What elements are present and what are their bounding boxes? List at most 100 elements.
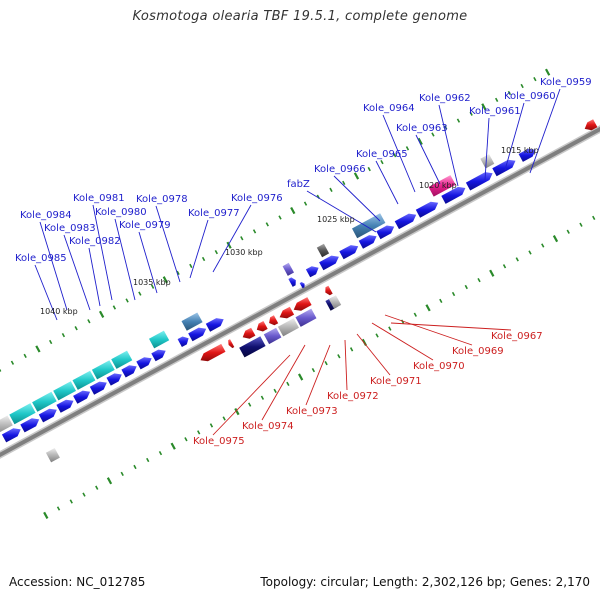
reverse-cds-arrow [242, 327, 256, 339]
forward-tick-mark [444, 125, 448, 130]
forward-tick-mark [533, 76, 537, 82]
reverse-gene-label: Kole_0970 [413, 361, 465, 372]
forward-cds-arrow [151, 349, 166, 362]
reverse-leader-line [261, 344, 306, 421]
reverse-gene-label: Kole_0975 [193, 436, 245, 447]
genome-backbone [0, 126, 600, 458]
forward-tick-mark [544, 68, 551, 76]
forward-leader-line [114, 218, 136, 301]
reverse-tick-mark [222, 416, 226, 421]
reverse-tick-mark [56, 506, 61, 511]
reverse-tick-mark [260, 395, 265, 400]
forward-cds-arrow [358, 235, 377, 249]
forward-leader-line [212, 204, 252, 273]
scale-label: 1035 kbp [133, 278, 171, 287]
forward-tick-mark [0, 368, 2, 372]
reverse-tick-mark [248, 402, 252, 407]
forward-leader-line [529, 88, 561, 174]
forward-tick-mark [201, 256, 206, 262]
reverse-tick-mark [43, 511, 49, 519]
forward-tick-mark [507, 90, 512, 96]
forward-cds-arrow [339, 245, 359, 260]
forward-cds-arrow [492, 159, 516, 177]
reverse-tick-mark [106, 477, 113, 485]
reverse-tick-mark [170, 442, 176, 450]
forward-cds-arrow [89, 381, 107, 395]
forward-cog-feature [282, 262, 294, 276]
reverse-tick-mark [297, 373, 304, 381]
forward-cds-arrow [205, 318, 224, 332]
genome-summary-text: Topology: circular; Length: 2,302,126 bp… [260, 575, 590, 589]
forward-tick-mark [469, 111, 473, 116]
forward-cds-arrow [56, 399, 74, 413]
forward-cog-feature [111, 350, 133, 369]
reverse-tick-mark [95, 485, 99, 490]
reverse-tick-mark [133, 464, 137, 470]
forward-tick-mark [367, 166, 371, 172]
forward-tick-mark [150, 284, 155, 289]
reverse-cds-arrow [256, 321, 268, 332]
scale-ticks [0, 68, 596, 519]
forward-cds-arrow [441, 186, 466, 204]
reverse-cds-arrow [584, 119, 598, 131]
forward-tick-mark [61, 332, 66, 338]
forward-gene-label: Kole_0981 [73, 193, 125, 204]
scale-label: 1015 kbp [501, 146, 539, 155]
forward-tick-mark [35, 345, 41, 353]
reverse-tick-mark [234, 407, 240, 416]
forward-leader-line [504, 102, 525, 171]
forward-leader-line [63, 234, 91, 311]
forward-cds-arrow [177, 336, 189, 347]
feature-tracks [0, 119, 598, 463]
forward-tick-mark [380, 160, 384, 165]
reverse-tick-mark [209, 423, 214, 428]
forward-cds-arrow [415, 201, 439, 218]
forward-gene-label: Kole_0963 [396, 123, 448, 134]
forward-leader-line [92, 204, 113, 301]
reverse-cog-feature [277, 318, 299, 337]
forward-gene-label: fabZ [287, 179, 310, 190]
forward-gene-label: Kole_0976 [231, 193, 283, 204]
reverse-tick-mark [286, 381, 290, 387]
reverse-cds-arrow [228, 339, 235, 349]
forward-leader-line [155, 205, 181, 283]
reverse-tick-mark [413, 312, 417, 317]
reverse-cog-feature [239, 336, 266, 358]
reverse-cds-arrow [325, 285, 333, 296]
reverse-tick-mark [541, 243, 545, 248]
forward-tick-mark [49, 339, 53, 345]
reverse-tick-mark [489, 269, 495, 277]
forward-tick-mark [23, 353, 27, 359]
reverse-tick-mark [146, 457, 150, 463]
forward-cds-arrow [20, 418, 40, 433]
forward-tick-mark [74, 326, 78, 331]
reverse-tick-mark [451, 291, 456, 297]
reverse-tick-mark [69, 499, 73, 504]
forward-cog-feature [91, 360, 115, 380]
reverse-cog-feature [263, 327, 282, 345]
scale-label: 1025 kbp [317, 215, 355, 224]
reverse-tick-mark [337, 354, 341, 359]
forward-tick-mark [342, 180, 346, 186]
forward-tick-mark [87, 319, 91, 324]
reverse-leader-line [371, 322, 434, 361]
forward-leader-line [382, 114, 416, 193]
forward-gene-label: Kole_0978 [136, 194, 188, 205]
reverse-tick-mark [82, 492, 86, 497]
forward-gene-label: Kole_0959 [540, 77, 592, 88]
forward-gene-label: Kole_0980 [95, 207, 147, 218]
forward-tick-mark [98, 310, 105, 318]
forward-cds-arrow [465, 172, 493, 191]
scale-label: 1030 kbp [225, 248, 263, 257]
forward-tick-mark [405, 146, 410, 151]
forward-tick-mark [495, 97, 499, 103]
reverse-cds-arrow [279, 306, 295, 319]
forward-leader-line [484, 117, 490, 181]
forward-tick-mark [456, 118, 461, 123]
forward-cog-feature [53, 381, 76, 401]
forward-leader-line [34, 264, 58, 321]
forward-leader-line [438, 104, 459, 187]
reverse-tick-mark [349, 347, 354, 352]
reverse-tick-mark [579, 222, 583, 227]
